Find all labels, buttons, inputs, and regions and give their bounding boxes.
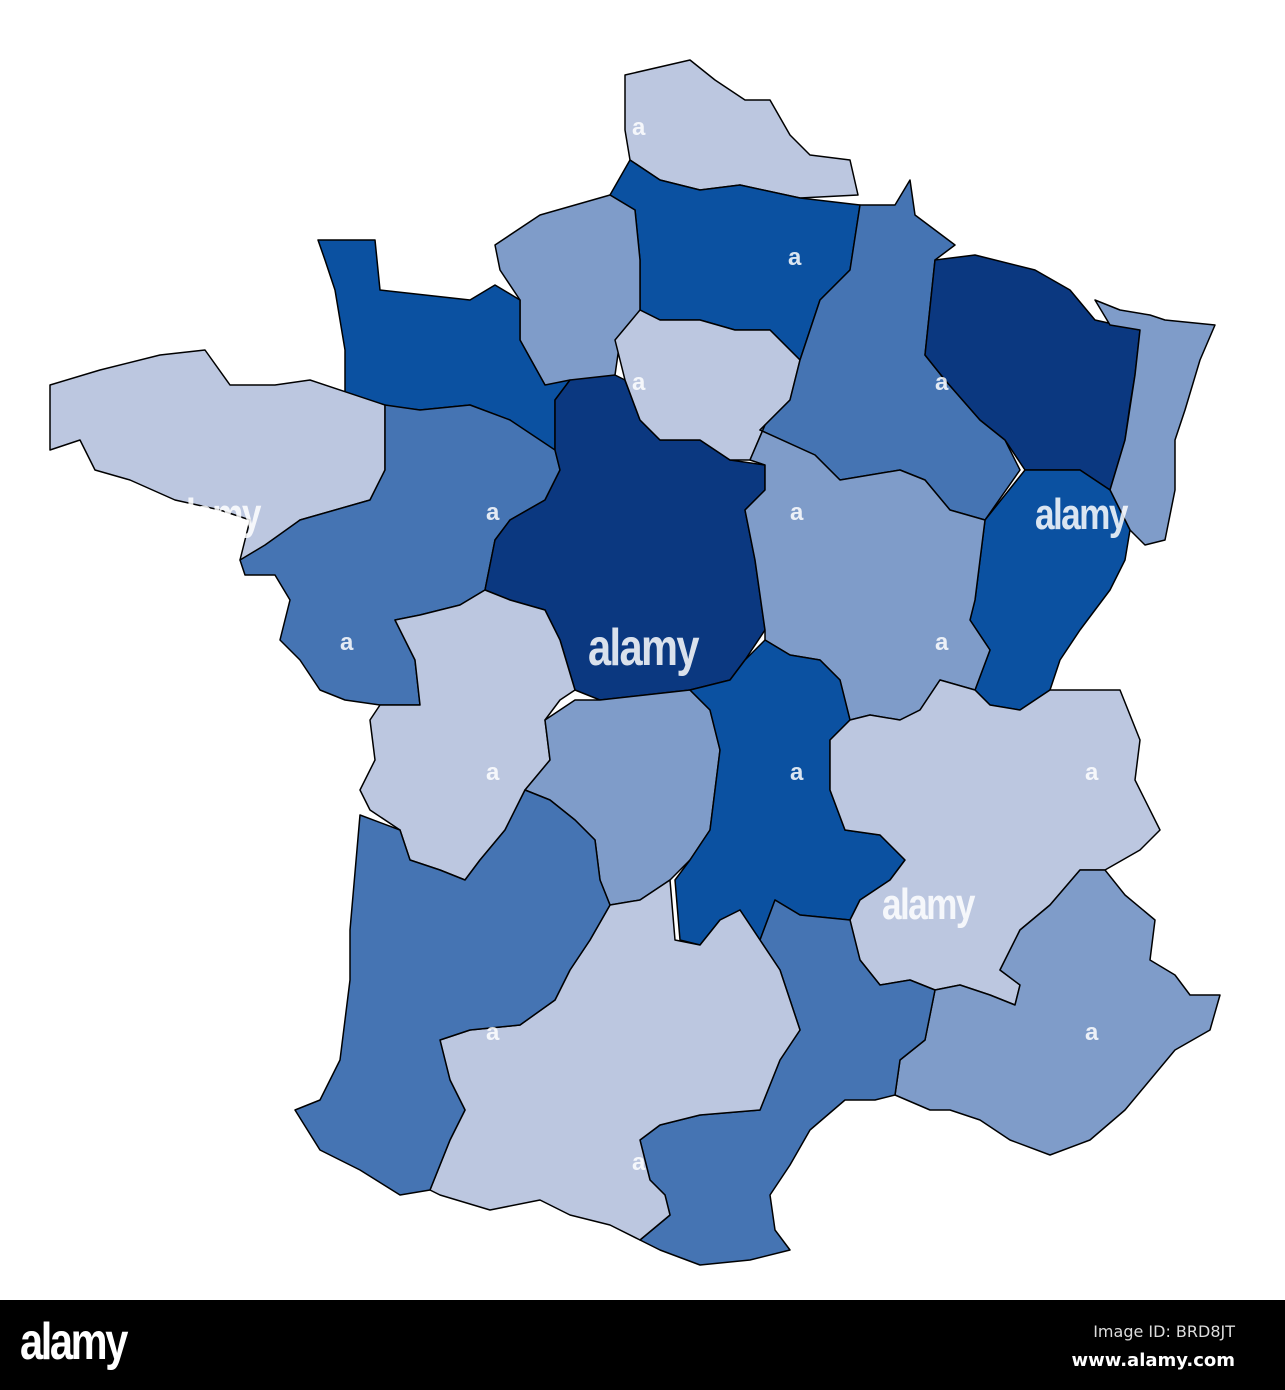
map-region	[894, 869, 1221, 1156]
watermark-mark: a	[486, 759, 500, 786]
watermark-mark: a	[1085, 759, 1099, 786]
map-region	[294, 789, 611, 1196]
france-regions-map: a a a a a a a a a a a a a a	[49, 59, 1221, 1266]
watermark-mark: a	[935, 629, 949, 656]
watermark-mark: a	[632, 369, 646, 396]
watermark-mark: a	[790, 759, 804, 786]
image-id: Image ID: BRD8JT	[1093, 1322, 1235, 1341]
map-region	[1094, 299, 1216, 546]
watermark-mark: a	[790, 499, 804, 526]
map-region	[624, 59, 859, 199]
watermark-mark: a	[788, 244, 802, 271]
alamy-logo: alamy	[20, 1313, 128, 1371]
watermark: alamy	[168, 490, 261, 539]
watermark-mark: a	[486, 1019, 500, 1046]
watermark-mark: a	[632, 1149, 646, 1176]
watermark: alamy	[882, 880, 975, 929]
watermark-mark: a	[1085, 1019, 1099, 1046]
watermark-mark: a	[486, 499, 500, 526]
watermark: alamy	[588, 619, 700, 677]
footer-bar: alamy Image ID: BRD8JT www.alamy.com	[0, 1300, 1285, 1390]
watermark-mark: a	[632, 114, 646, 141]
watermark-mark: a	[340, 629, 354, 656]
watermark-mark: a	[935, 369, 949, 396]
site-url: www.alamy.com	[1071, 1350, 1235, 1371]
watermark: alamy	[1035, 490, 1128, 539]
